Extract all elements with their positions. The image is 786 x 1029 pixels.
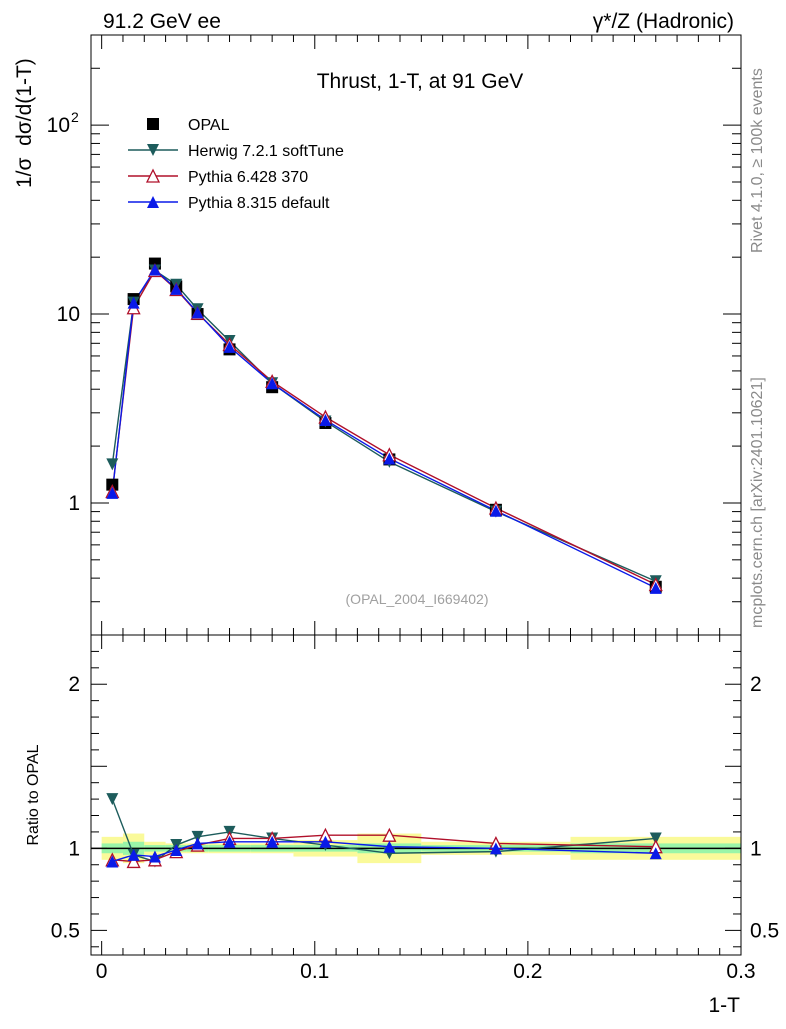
x-tick-label: 0.3: [726, 960, 755, 983]
legend-label-pythia-6-428-370: Pythia 6.428 370: [188, 169, 308, 186]
y-tick-label: 1: [68, 492, 80, 515]
data-point-pythia-8-315-default: [170, 282, 183, 295]
x-tick-label: 0: [96, 960, 108, 983]
data-point-pythia-8-315-default: [489, 504, 502, 517]
ratio-y-tick-label-right: 1: [750, 837, 762, 860]
ratio-y-tick-label-right: 0.5: [750, 919, 779, 942]
ratio-y-tick-label-right: 2: [750, 673, 762, 696]
y-tick-label: 10: [47, 114, 70, 137]
x-tick-label: 0.1: [300, 960, 329, 983]
main-title: Thrust, 1-T, at 91 GeV: [317, 70, 524, 93]
ratio-point-pythia-8-315-default: [127, 848, 140, 861]
legend-marker-opal: [147, 118, 159, 130]
main-ylabel: 1/σ dσ/d(1-T): [13, 58, 36, 188]
data-point-pythia-8-315-default: [223, 340, 236, 353]
data-point-pythia-8-315-default: [106, 486, 119, 499]
watermark: (OPAL_2004_I669402): [346, 591, 489, 607]
ratio-frame: [90, 634, 742, 956]
header-left: 91.2 GeV ee: [103, 10, 221, 33]
ratio-point-pythia-8-315-default: [489, 842, 502, 855]
data-point-pythia-8-315-default: [383, 452, 396, 465]
x-tick-label: 0.2: [513, 960, 542, 983]
ratio-point-pythia-8-315-default: [266, 835, 279, 848]
data-point-pythia-8-315-default: [127, 296, 140, 309]
ratio-point-pythia-8-315-default: [223, 835, 236, 848]
ratio-y-tick-label: 1: [68, 837, 80, 860]
ratio-y-tick-label: 0.5: [51, 919, 80, 942]
header-right: γ*/Z (Hadronic): [593, 10, 734, 33]
y-tick-label: 10: [57, 303, 80, 326]
ratio-y-tick-label: 2: [68, 673, 80, 696]
x-axis-label: 1-T: [709, 994, 741, 1017]
ratio-point-pythia-8-315-default: [649, 847, 662, 860]
ratio-point-pythia-6-428-370: [126, 854, 141, 869]
ratio-point-pythia-8-315-default: [148, 850, 161, 863]
ratio-point-pythia-8-315-default: [106, 855, 119, 868]
ratio-point-herwig-7-2-1-softtune: [649, 832, 662, 845]
legend-marker-pythia-8-315-default: [147, 196, 159, 208]
data-point-pythia-8-315-default: [148, 263, 161, 276]
data-point-pythia-8-315-default: [266, 377, 279, 390]
ratio-point-herwig-7-2-1-softtune: [106, 793, 119, 806]
ratio-point-pythia-8-315-default: [383, 840, 396, 853]
ratio-point-pythia-8-315-default: [319, 835, 332, 848]
data-point-pythia-8-315-default: [319, 413, 332, 426]
ratio-ylabel: Ratio to OPAL: [25, 744, 42, 845]
legend-marker-pythia-6-428-370: [145, 168, 161, 183]
legend-marker-herwig-7-2-1-softtune: [147, 144, 159, 156]
data-point-pythia-8-315-default: [191, 306, 204, 319]
ratio-point-pythia-8-315-default: [191, 837, 204, 850]
legend-label-pythia-8-315-default: Pythia 8.315 default: [188, 195, 330, 212]
data-point-pythia-8-315-default: [649, 581, 662, 594]
ratio-point-pythia-8-315-default: [170, 843, 183, 856]
mcplots-label: mcplots.cern.ch [arXiv:2401.10621]: [749, 377, 766, 628]
ratio-point-herwig-7-2-1-softtune: [191, 830, 204, 843]
legend-label-opal: OPAL: [188, 117, 230, 134]
data-point-herwig-7-2-1-softtune: [106, 458, 119, 471]
rivet-label: Rivet 4.1.0, ≥ 100k events: [749, 68, 766, 253]
y-tick-label-exponent: 2: [71, 109, 79, 125]
legend-label-herwig-7-2-1-softtune: Herwig 7.2.1 softTune: [188, 143, 344, 160]
